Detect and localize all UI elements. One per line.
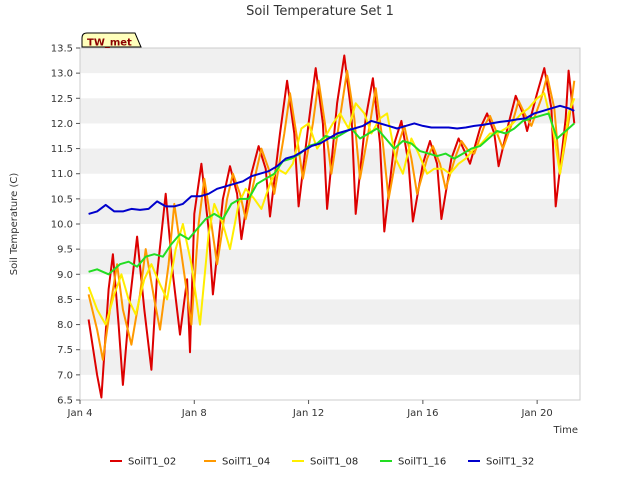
legend-label: SoilT1_16 [398, 457, 446, 468]
y-axis: 6.5 7.0 7.5 8.0 8.5 9.0 9.5 10.0 10.5 11.0 11.5 12.… [51, 44, 80, 407]
y-tick-label: 8.0 [57, 320, 73, 331]
series-line-soilt1_02 [87, 54, 576, 399]
x-axis-title: Time [553, 425, 578, 436]
y-tick-label: 10.5 [51, 194, 73, 205]
grid-band [80, 48, 580, 74]
y-tick-label: 11.0 [51, 169, 73, 180]
series-line-soilt1_32 [88, 104, 575, 215]
legend-label: SoilT1_08 [310, 457, 358, 468]
y-axis-title: Soil Temperature (C) [9, 173, 20, 276]
legend-label: SoilT1_04 [222, 457, 270, 468]
x-tick-label: Jan 12 [292, 408, 324, 419]
x-tick-label: Jan 20 [520, 408, 552, 419]
x-tick-label: Jan 4 [67, 408, 93, 419]
x-axis: Jan 4 Jan 8 Jan 12 Jan 16 Jan 20 [67, 400, 553, 419]
y-tick-label: 7.0 [57, 370, 73, 381]
tw-met-badge: TW_met [81, 32, 142, 49]
y-tick-label: 6.5 [57, 396, 73, 407]
grid-band [80, 349, 580, 375]
y-tick-label: 9.5 [57, 245, 73, 256]
badge-label: TW_met [87, 38, 132, 49]
y-tick-label: 11.5 [51, 144, 73, 155]
series-lines [87, 54, 576, 399]
y-tick-label: 10.0 [51, 220, 73, 231]
legend: SoilT1_02 SoilT1_04 SoilT1_08 SoilT1_16 Soil… [110, 457, 534, 468]
x-tick-label: Jan 16 [406, 408, 438, 419]
y-tick-label: 7.5 [57, 345, 73, 356]
series-line-soilt1_16 [88, 112, 575, 276]
grid-band [80, 98, 580, 124]
legend-label: SoilT1_32 [486, 457, 534, 468]
y-tick-label: 9.0 [57, 270, 73, 281]
legend-label: SoilT1_02 [128, 457, 176, 468]
y-tick-label: 13.0 [51, 69, 73, 80]
x-tick-label: Jan 8 [181, 408, 207, 419]
y-tick-label: 8.5 [57, 295, 73, 306]
grid-band [80, 249, 580, 275]
y-tick-label: 13.5 [51, 44, 73, 55]
y-tick-label: 12.0 [51, 119, 73, 130]
y-tick-label: 12.5 [51, 94, 73, 105]
chart-title: Soil Temperature Set 1 [246, 4, 394, 19]
